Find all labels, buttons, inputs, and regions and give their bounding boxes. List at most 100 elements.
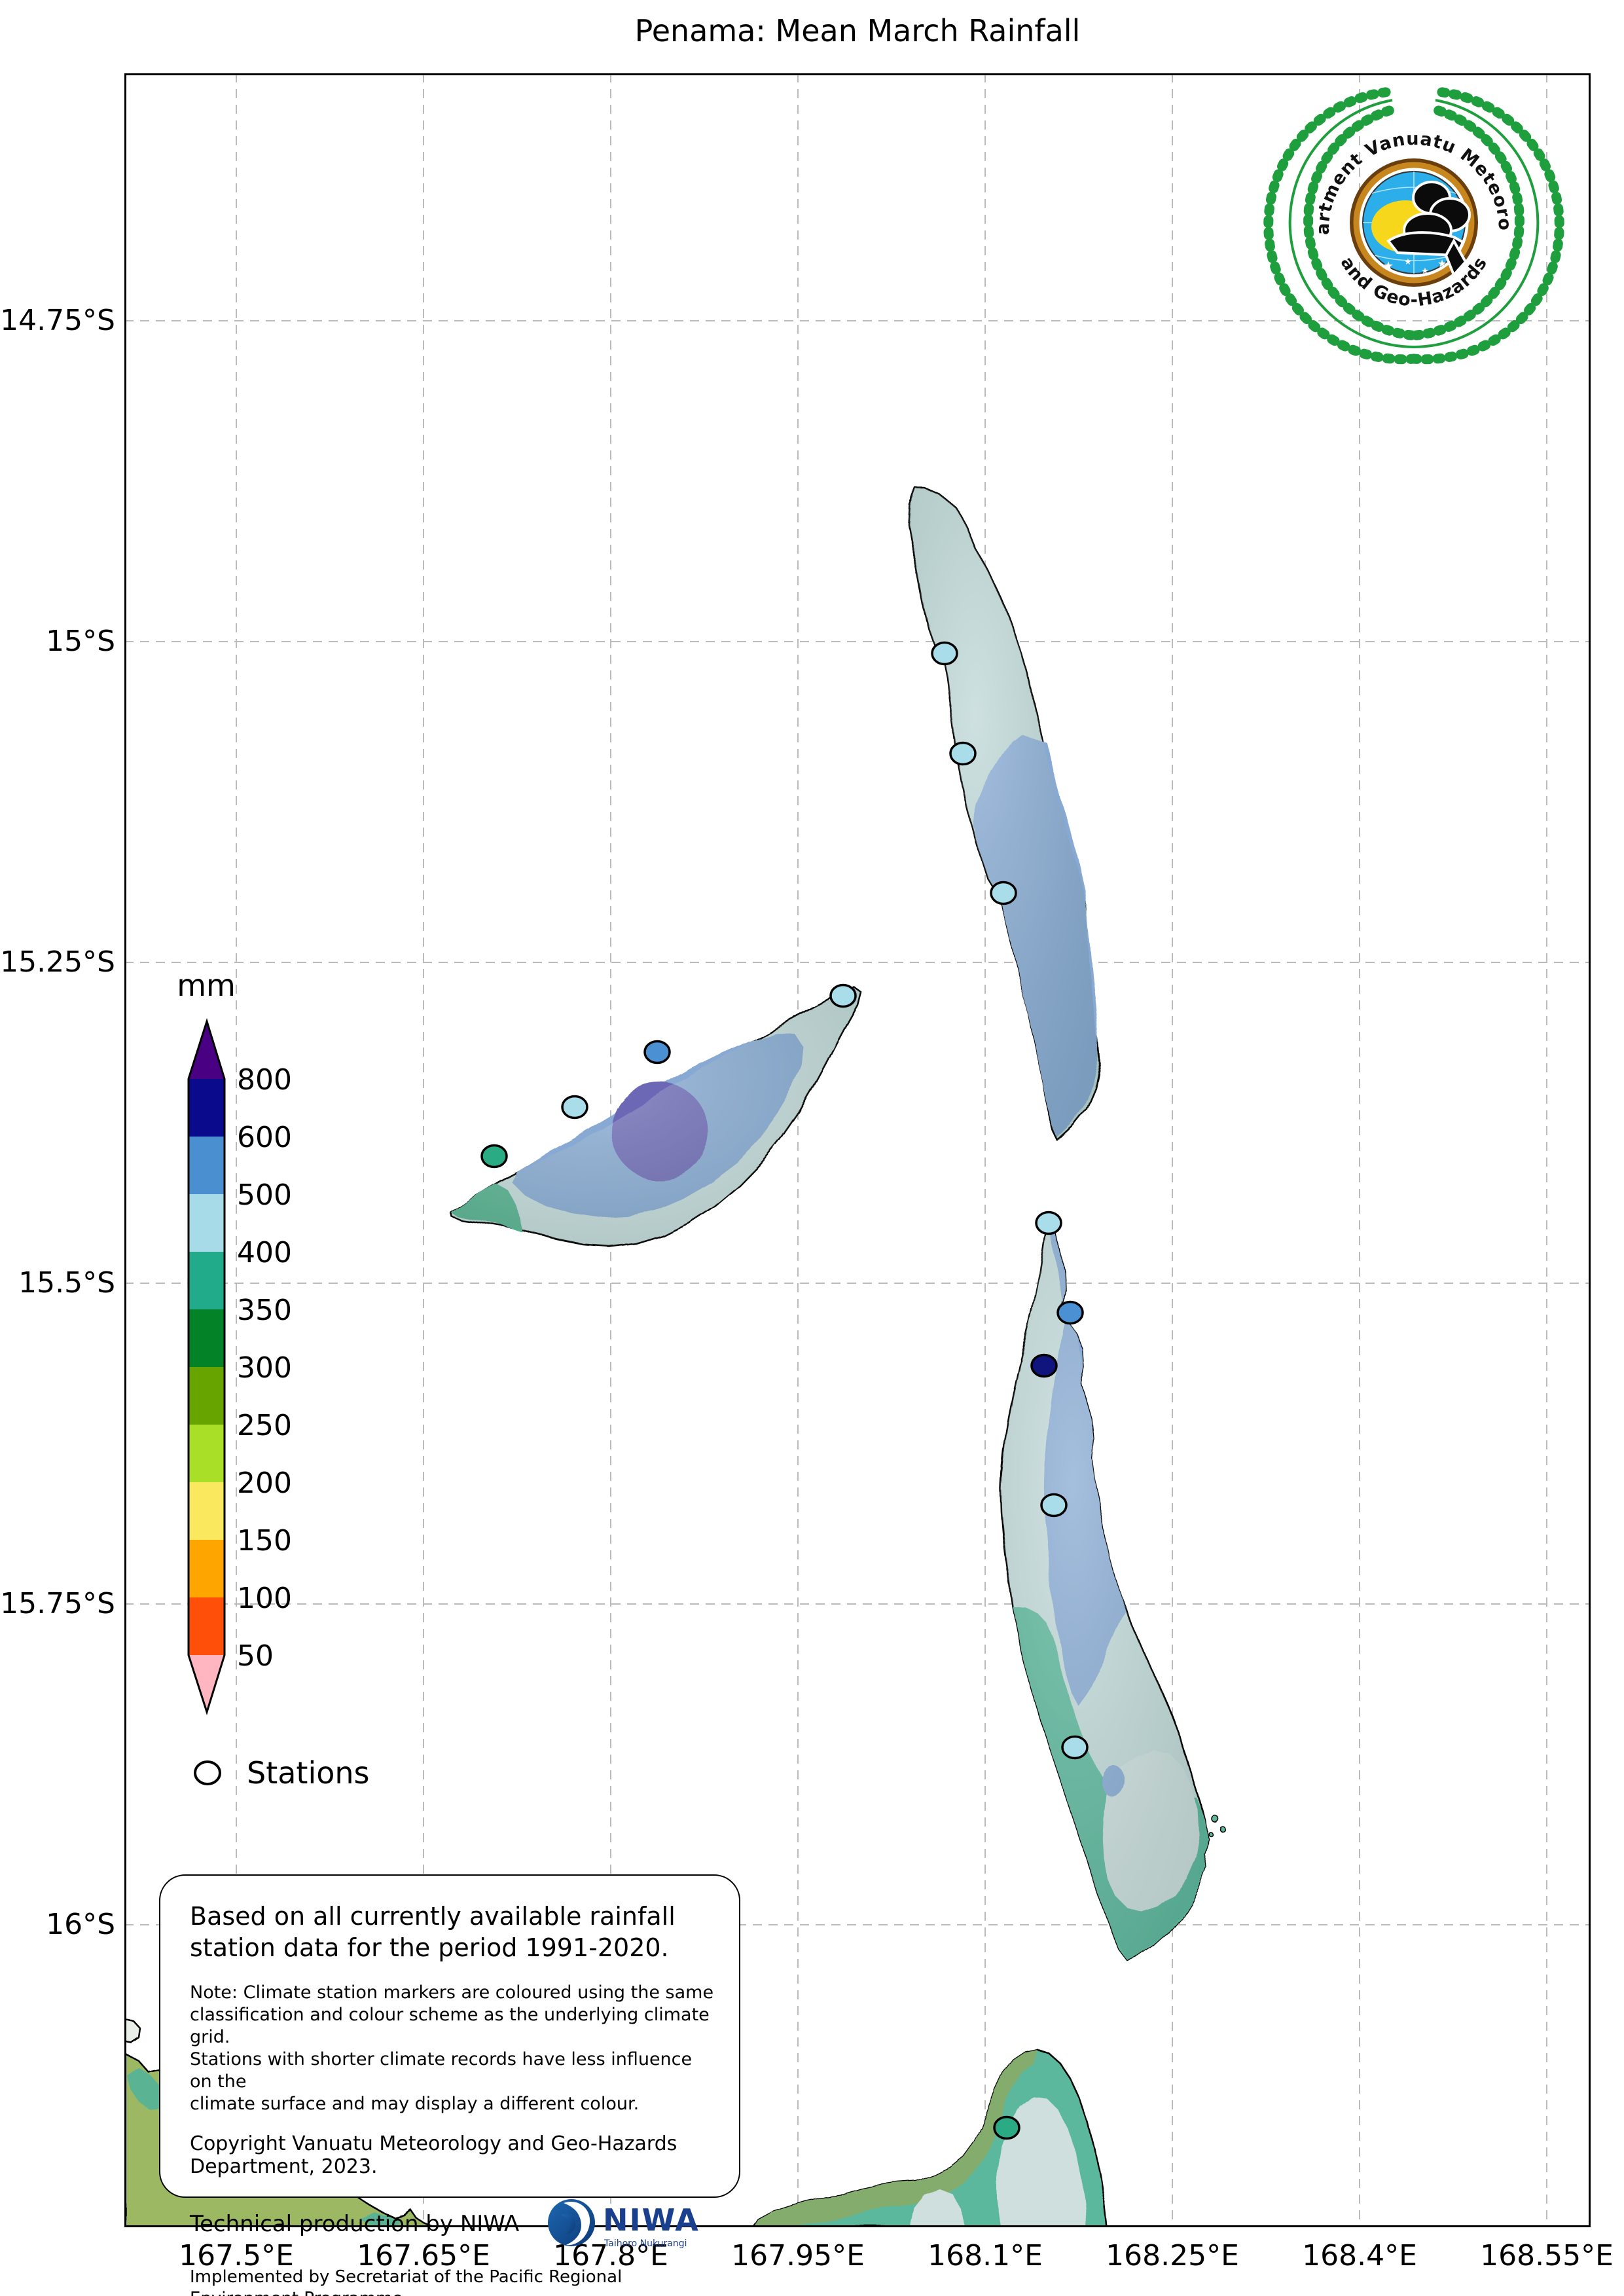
colorbar-band: [189, 1079, 225, 1137]
ambrym-pale-west-patch: [910, 2189, 965, 2227]
lon-tick-label: 167.5°E: [179, 2239, 294, 2272]
colorbar-bands: [189, 1079, 225, 1655]
stations-layer: [480, 641, 1089, 2140]
colorbar-arrow-up: [189, 1021, 225, 1079]
colorbar-band: [189, 1597, 225, 1655]
station-marker: [1061, 1735, 1089, 1760]
colorbar-tick-labels: 800 600 500 400 350 300 250 200 150 100 50: [237, 1063, 292, 1673]
colorbar-band: [189, 1367, 225, 1425]
notes-box: Based on all currently available rainfal…: [159, 1874, 740, 2296]
station-marker: [949, 741, 977, 766]
colorbar-band: [189, 1252, 225, 1309]
notes-technical: Technical production by NIWA: [190, 2210, 520, 2237]
lat-tick-label: 15°S: [46, 625, 115, 658]
colorbar-tick: 200: [237, 1467, 292, 1500]
svg-text:★: ★: [1421, 266, 1429, 276]
station-marker: [931, 641, 958, 666]
station-marker-icon: [194, 1760, 221, 1785]
lon-tick-label: 167.65°E: [357, 2239, 490, 2272]
niwa-tagline: Taihoro Nukurangi: [604, 2238, 687, 2249]
svg-text:★: ★: [1404, 257, 1412, 267]
lat-tick-label: 15.5°S: [18, 1266, 115, 1300]
colorbar-tick: 250: [237, 1409, 292, 1442]
colorbar-band: [189, 1309, 225, 1367]
colorbar-band: [189, 1540, 225, 1597]
notes-headline-line1: Based on all currently available rainfal…: [190, 1902, 676, 1931]
lat-tick-label: 14.75°S: [0, 304, 115, 337]
islets-east-pentecost: [1208, 1815, 1226, 1836]
lon-tick-label: 167.95°E: [731, 2239, 865, 2272]
notes-headline: Based on all currently available rainfal…: [190, 1901, 719, 1963]
colorbar-tick: 100: [237, 1582, 292, 1615]
notes-copyright: Copyright Vanuatu Meteorology and Geo-Ha…: [190, 2132, 677, 2178]
lon-tick-label: 168.55°E: [1480, 2239, 1614, 2272]
colorbar-tick: 50: [237, 1639, 274, 1673]
svg-text:★: ★: [1437, 257, 1447, 270]
niwa-logo: NIWA Taihoro Nukurangi: [548, 2199, 700, 2249]
ambrym-olive-band: [753, 2049, 1037, 2227]
map-frame: [124, 73, 1591, 2227]
colorbar-band: [189, 1137, 225, 1194]
colorbar: 800 600 500 400 350 300 250 200 150 100 50: [187, 1017, 292, 1715]
note-line-3: Stations with shorter climate records ha…: [190, 2049, 693, 2092]
note-line-1: Note: Climate station markers are colour…: [190, 1982, 714, 2003]
implemented-line-1: Implemented by Secretariat of the Pacifi…: [190, 2267, 623, 2296]
station-marker: [993, 2115, 1020, 2140]
colorbar-outline: [187, 1017, 226, 1715]
svg-text:★: ★: [1383, 259, 1394, 273]
station-marker: [561, 1095, 588, 1120]
vmgd-logo: Department Vanuatu Meteorology and Geo-H…: [1260, 65, 1564, 365]
niwa-koru-inner: [561, 2214, 576, 2234]
stations-legend: Stations: [192, 1755, 370, 1791]
colorbar-band: [189, 1482, 225, 1540]
station-marker: [990, 881, 1017, 905]
notes-headline-line2: station data for the period 1991-2020.: [190, 1933, 669, 1962]
svg-text:★: ★: [1453, 272, 1460, 282]
ambae-hillshade: [451, 987, 861, 1247]
colorbar-band: [189, 1194, 225, 1252]
notes-implemented: Implemented by Secretariat of the Pacifi…: [190, 2267, 719, 2296]
santo-teal-patch-1: [128, 2069, 165, 2109]
note-line-2: classification and colour scheme as the …: [190, 2005, 710, 2047]
niwa-wordmark: NIWA: [603, 2202, 700, 2238]
niwa-koru-swirl: [564, 2202, 590, 2246]
colorbar-tick: 400: [237, 1236, 292, 1269]
colorbar-tick: 150: [237, 1524, 292, 1558]
lon-tick-label: 168.25°E: [1106, 2239, 1239, 2272]
colorbar-tick: 800: [237, 1063, 292, 1097]
lon-tick-label: 168.4°E: [1302, 2239, 1417, 2272]
colorbar-tick: 350: [237, 1294, 292, 1327]
pentecost-hillshade: [1001, 1223, 1208, 1961]
gridlines: [124, 73, 1591, 2227]
notes-note: Note: Climate station markers are colour…: [190, 1982, 719, 2115]
colorbar-band: [189, 1425, 225, 1482]
stars-icon: ★ ★ ★ ★ ★: [1383, 257, 1460, 282]
lat-tick-label: 15.75°S: [0, 1587, 115, 1620]
station-marker: [1035, 1211, 1062, 1235]
island-pentecost: [1000, 1221, 1209, 1963]
station-marker: [643, 1040, 671, 1065]
colorbar-title: mm: [177, 968, 236, 1003]
colorbar-tick: 500: [237, 1178, 292, 1212]
colorbar-tick: 300: [237, 1351, 292, 1385]
station-marker: [1040, 1493, 1068, 1518]
colorbar-tick: 600: [237, 1121, 292, 1154]
station-marker: [480, 1144, 508, 1169]
santo-teal-patch-4: [359, 2212, 401, 2226]
lon-tick-label: 168.1°E: [928, 2239, 1043, 2272]
colorbar-arrow-down: [189, 1655, 225, 1712]
map-canvas: [124, 73, 1591, 2227]
lat-tick-label: 16°S: [46, 1908, 115, 1941]
emblem-gold-ring: [1353, 162, 1475, 283]
page-title: Penama: Mean March Rainfall: [634, 13, 1081, 48]
stations-legend-label: Stations: [247, 1755, 370, 1791]
islet-left-edge: [124, 2019, 141, 2044]
wreath-icon: [1263, 86, 1564, 365]
station-marker: [829, 983, 857, 1008]
island-ambae: [450, 986, 862, 1248]
note-line-4: climate surface and may display a differ…: [190, 2094, 640, 2114]
station-marker: [1030, 1353, 1058, 1378]
station-marker: [1056, 1300, 1084, 1325]
cloud-icon: [1386, 181, 1471, 278]
